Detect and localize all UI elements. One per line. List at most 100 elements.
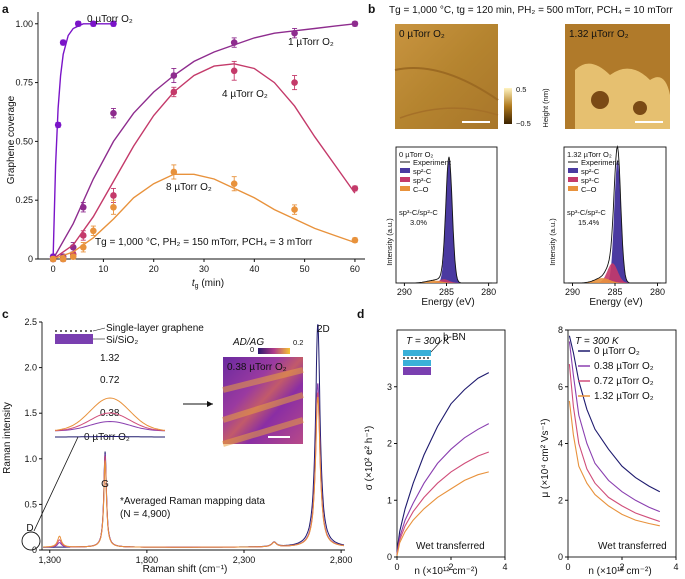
panel-label-d: d (357, 307, 364, 321)
data-point-0 (90, 20, 97, 28)
xps-legend-swatch (568, 168, 578, 173)
data-point-2 (351, 185, 359, 192)
inset-spectrum-2 (54, 412, 166, 432)
y-tick-label: 0.5 (24, 499, 37, 509)
afm-step-edge (394, 67, 499, 101)
data-point-3 (351, 236, 359, 244)
data-point-1 (291, 29, 298, 37)
x-tick-label: 20 (149, 264, 159, 274)
xps-x-tick-label: 280 (481, 287, 496, 297)
curve-0 (568, 335, 661, 493)
curve-2 (568, 364, 660, 523)
raman-map-title: AD/AG (232, 337, 264, 348)
label-0-utorr: 0 µTorr O₂ (87, 14, 133, 25)
inset-spectrum-3 (54, 397, 166, 431)
inset-spectrum-1 (54, 420, 166, 432)
xps-legend-item: Experiment (413, 158, 452, 167)
y-tick-label: 1 (387, 495, 392, 505)
afm-hole (591, 91, 609, 109)
data-point-3 (69, 253, 77, 260)
panel-d2-xlabel: n (×10¹² cm⁻²) (588, 566, 651, 577)
xps-ratio-label: sp³-C/sp²-C (567, 208, 606, 217)
legend-item-2: 0.72 µTorr O₂ (594, 376, 654, 387)
panel-d2-ylabel: μ (×10⁴ cm² Vs⁻¹) (540, 419, 551, 498)
afm-label-0: 0 µTorr O₂ (399, 29, 445, 40)
xps-x-tick-label: 285 (439, 287, 454, 297)
data-point-1 (110, 109, 117, 117)
xps-legend-item: C–O (413, 185, 429, 194)
xps-legend-item: sp²-C (413, 167, 432, 176)
xps-legend-swatch (400, 168, 410, 173)
xps-sample-label: 1.32 µTorr O₂ (567, 150, 612, 159)
y-tick-label: 4 (558, 439, 563, 449)
curve-1 (568, 341, 661, 513)
xps-legend-item: C–O (581, 185, 597, 194)
peak-g-label: G (101, 479, 109, 490)
inset-label-0-72: 0.72 (100, 375, 120, 386)
y-tick-label: 1.00 (15, 19, 33, 29)
raman-map-tick-1: 0.2 (293, 338, 303, 347)
y-tick-label: 0 (558, 552, 563, 562)
raman-map-stripes (222, 367, 304, 447)
schematic-substrate-label: Si/SiO₂ (106, 335, 138, 346)
data-point-2 (230, 67, 238, 75)
colorbar-tick-top: 0.5 (516, 85, 526, 94)
raman-map-label: 0.38 µTorr O₂ (227, 362, 287, 373)
data-point-3 (110, 203, 117, 211)
x-tick-label: 30 (199, 264, 209, 274)
xps-co-peak (568, 278, 661, 283)
schematic-substrate (55, 334, 93, 344)
panel-d1-xlabel: n (×10¹² cm⁻²) (414, 566, 477, 577)
curve-3 (568, 400, 660, 527)
curve-2 (396, 451, 489, 555)
inset-label-1-32: 1.32 (100, 353, 120, 364)
xps-sp3-peak (400, 279, 492, 283)
data-point-1 (79, 203, 87, 211)
y-tick-label: 0.50 (15, 136, 33, 146)
panel-a-condition: Tg = 1,000 °C, PH₂ = 150 mTorr, PCH₄ = 3… (95, 237, 313, 248)
xps-sample-label: 0 µTorr O₂ (399, 150, 433, 159)
xps-sp3-peak (568, 263, 661, 283)
xps-xlabel-1: Energy (eV) (589, 297, 642, 308)
xps-x-tick-label: 285 (607, 287, 622, 297)
raman-spectrum-3 (43, 397, 345, 548)
panel-c-chart: 1,300 1,800 2,300 2,800 0 0.5 1.0 1.5 2.0 2.5 (24, 317, 352, 565)
data-point-0 (110, 20, 117, 28)
raman-note: *Averaged Raman mapping data (120, 496, 265, 507)
panel-d-conductivity: 0 2 4 0 1 2 3 (387, 329, 508, 572)
schematic-pointer (92, 327, 106, 332)
xps-ratio-value: 3.0% (410, 218, 427, 227)
y-tick-label: 0.75 (15, 78, 33, 88)
data-point-3 (59, 255, 67, 263)
panel-d1-title: T = 300 K (406, 336, 451, 347)
xps-legend-item: Experiment (581, 158, 620, 167)
afm-colorbar (504, 88, 512, 124)
xps-experiment-line (568, 145, 661, 284)
d-peak-circle (21, 531, 41, 551)
data-point-3 (291, 206, 298, 213)
curve-1 (396, 423, 490, 555)
y-tick-label: 1.0 (24, 454, 37, 464)
panel-c-xlabel: Raman shift (cm⁻¹) (143, 564, 228, 575)
y-tick-label: 1.5 (24, 408, 37, 418)
inset-spectrum-0 (55, 436, 165, 438)
data-point-3 (230, 180, 238, 188)
xps-experiment-line (400, 156, 492, 284)
panel-c-ylabel: Raman intensity (2, 402, 13, 474)
xps-x-tick-label: 290 (397, 287, 412, 297)
curve-0 (396, 372, 490, 552)
data-point-3 (90, 227, 97, 235)
xps-ylabel-1: Intensity (a.u.) (548, 218, 557, 266)
y-tick-label: 3 (387, 382, 392, 392)
panel-d2-note: Wet transferred (598, 541, 667, 552)
legend-item-3: 1.32 µTorr O₂ (594, 391, 654, 402)
peak-2d-label: 2D (317, 324, 330, 335)
xps-ratio-label: sp³-C/sp²-C (399, 208, 438, 217)
label-4-utorr: 4 µTorr O₂ (222, 89, 268, 100)
data-point-3 (49, 255, 57, 263)
label-1-utorr: 1 µTorr O₂ (288, 37, 334, 48)
y-tick-label: 2 (387, 439, 392, 449)
x-tick-label: 0 (394, 562, 399, 572)
